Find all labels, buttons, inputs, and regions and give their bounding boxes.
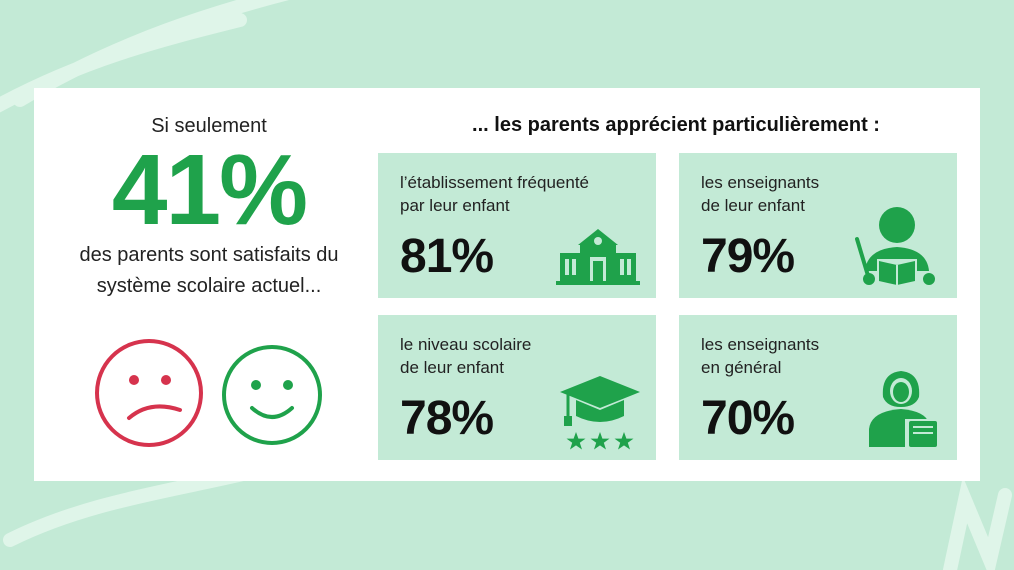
tile-percent: 70% [701, 392, 795, 445]
tile-child-teachers: les enseignants de leur enfant 79% [679, 153, 957, 298]
tile-label: les enseignants de leur enfant [701, 173, 820, 215]
intro-text: Si seulement [151, 115, 267, 137]
satisfaction-percent: 41% [111, 134, 308, 246]
happy-face-icon [222, 345, 322, 445]
tile-label: l’établissement fréquenté par leur enfan… [400, 173, 590, 215]
tile-general-teachers: les enseignants en général 70% [679, 315, 957, 460]
graduation-cap-stars-icon [560, 376, 640, 450]
tile-school-level: le niveau scolaire de leur enfant 78% [378, 315, 656, 460]
tile-percent: 81% [400, 230, 494, 283]
teacher-icon [855, 207, 935, 285]
teacher-with-book-icon [869, 371, 937, 447]
infographic-card: Si seulement 41% des parents sont satisf… [34, 88, 980, 481]
tile-percent: 79% [701, 230, 795, 283]
tile-percent: 78% [400, 392, 494, 445]
tile-label: les enseignants en général [701, 335, 820, 377]
satisfaction-panel: Si seulement 41% des parents sont satisf… [34, 88, 384, 481]
tiles-heading: ... les parents apprécient particulièrem… [472, 114, 880, 136]
school-building-icon [556, 229, 640, 285]
tile-label: le niveau scolaire de leur enfant [400, 335, 532, 377]
satisfaction-text: des parents sont satisfaits du système s… [79, 244, 339, 297]
tile-school: l’établissement fréquenté par leur enfan… [378, 153, 656, 298]
sad-face-icon [95, 339, 203, 447]
faces [95, 339, 322, 447]
